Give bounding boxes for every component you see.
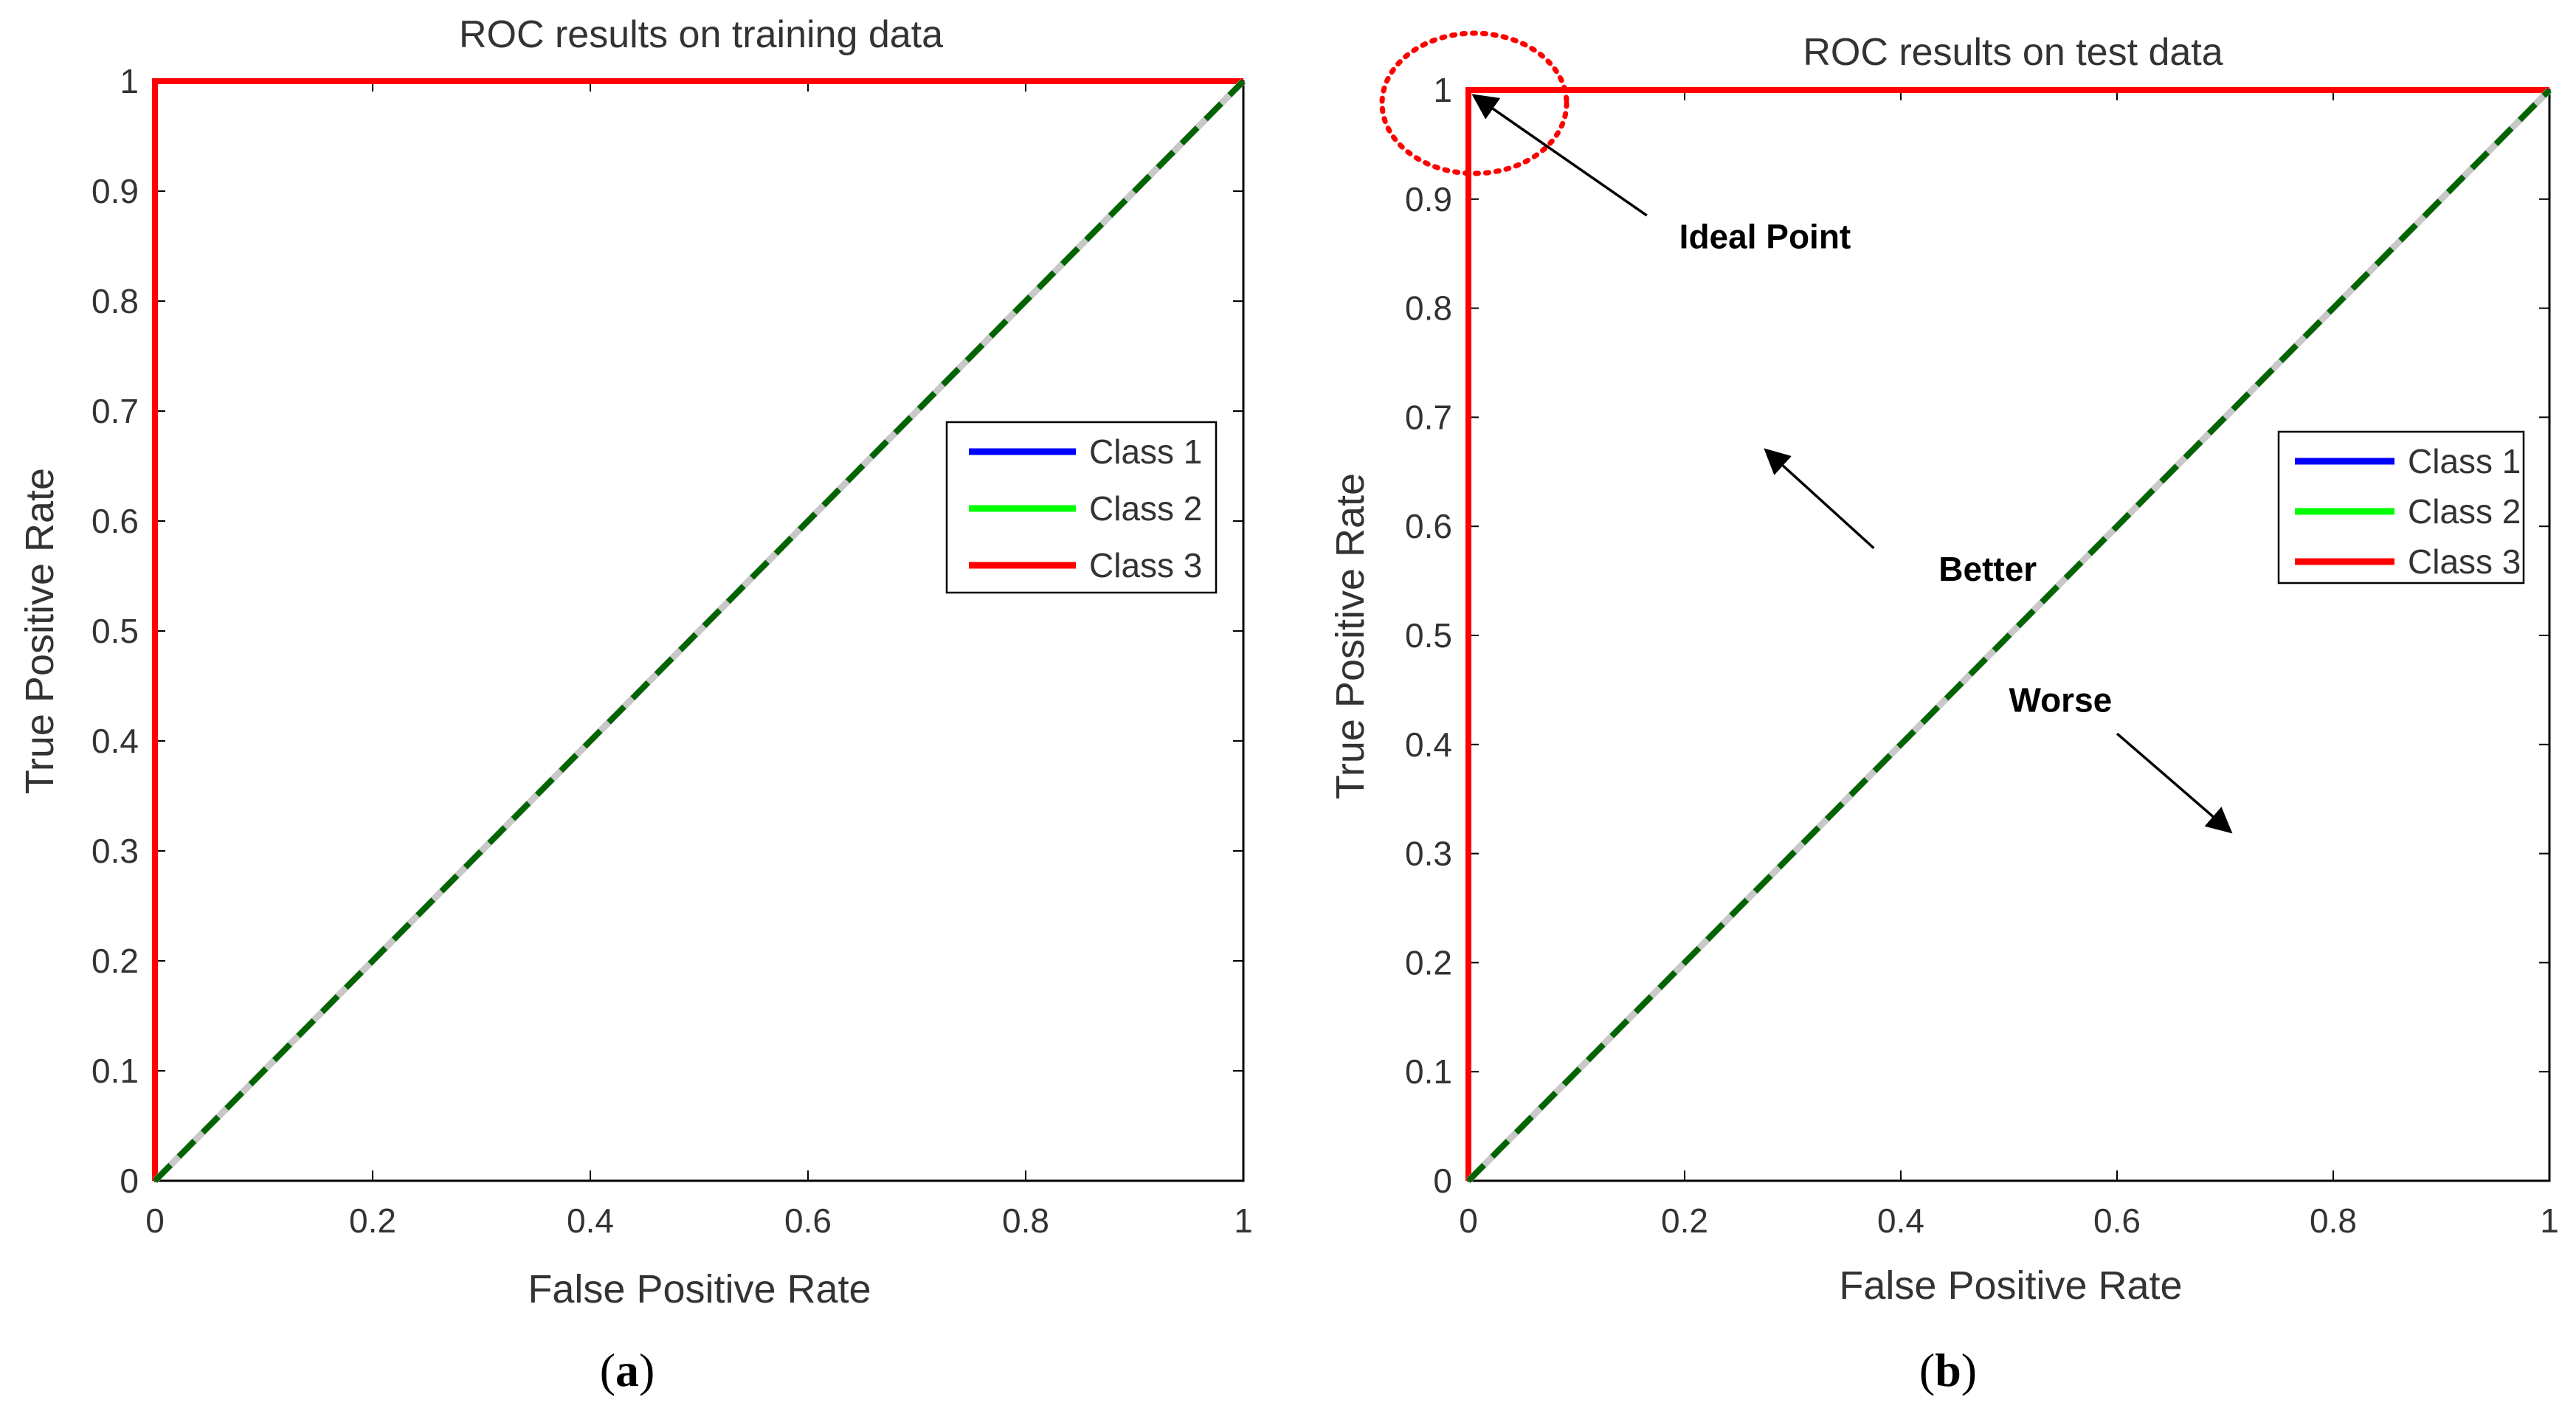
chart-panel-training: ROC results on training data 0 0.2 0.4 0.6 0… xyxy=(18,13,1253,1396)
y-tick-label: 0.4 xyxy=(91,722,139,760)
panel-label: (a) xyxy=(600,1344,655,1396)
axis-ticks: 0 0.2 0.4 0.6 0.8 1 0 0.1 0.2 0.3 0.4 0.5 0.6 0.7 0.8 0… xyxy=(91,62,1253,1240)
panel-label-letter: b xyxy=(1935,1344,1961,1396)
panel-label-open: ( xyxy=(600,1344,615,1396)
legend: Class 1 Class 2 Class 3 xyxy=(2277,430,2525,584)
x-tick-label: 0.8 xyxy=(2310,1201,2357,1240)
x-tick-label: 0.4 xyxy=(567,1201,614,1240)
roc-curves xyxy=(1465,87,2549,1181)
reference-line-dashes xyxy=(153,79,1246,1183)
legend-label: Class 1 xyxy=(1089,432,1202,471)
x-tick-label: 0.2 xyxy=(1661,1201,1708,1240)
y-tick-label: 1 xyxy=(120,62,139,100)
annotation-label: Better xyxy=(1938,550,2037,588)
y-tick-label: 0.3 xyxy=(91,832,139,870)
legend-label: Class 2 xyxy=(2408,492,2521,531)
x-tick-label: 1 xyxy=(1234,1201,1253,1240)
y-tick-label: 0.9 xyxy=(1405,180,1452,218)
annotation-arrow xyxy=(1764,448,1875,550)
roc-curve-class-3 xyxy=(1465,87,2549,1181)
y-tick-label: 0.6 xyxy=(1405,507,1452,545)
y-axis-label: True Positive Rate xyxy=(18,468,62,794)
y-tick-label: 0.5 xyxy=(1405,616,1452,655)
y-tick-label: 0.9 xyxy=(91,172,139,210)
reference-diagonal xyxy=(1465,87,2552,1184)
annotation-label: Worse xyxy=(2009,680,2113,719)
legend-box xyxy=(2277,430,2525,584)
annotation-arrow xyxy=(1471,94,1648,217)
x-axis-label: False Positive Rate xyxy=(528,1267,871,1311)
x-tick-label: 0.6 xyxy=(2093,1201,2141,1240)
x-tick-label: 0.6 xyxy=(784,1201,832,1240)
axis-ticks: 0 0.2 0.4 0.6 0.8 1 0 0.1 0.2 0.3 0.4 0.5 0.6 0.7 0.8 0… xyxy=(1405,71,2559,1240)
annotations: Ideal Point Better Worse xyxy=(1471,94,2233,834)
y-tick-label: 0.8 xyxy=(91,282,139,320)
y-tick-label: 0.7 xyxy=(1405,398,1452,436)
chart-panel-test: ROC results on test data 0 0.2 0.4 0.6 0.8 10… xyxy=(1328,30,2559,1396)
legend-label: Class 3 xyxy=(2408,542,2521,581)
chart-title: ROC results on training data xyxy=(459,13,943,56)
legend-label: Class 1 xyxy=(2408,442,2521,480)
y-tick-label: 0.6 xyxy=(91,502,139,540)
y-tick-label: 0.7 xyxy=(91,392,139,430)
y-tick-label: 0.2 xyxy=(1405,943,1452,982)
roc-curve-class-3 xyxy=(152,78,1243,1181)
legend: Class 1 Class 2 Class 3 xyxy=(945,421,1218,594)
panel-label-close: ) xyxy=(1961,1344,1977,1396)
chart-title: ROC results on test data xyxy=(1803,31,2223,74)
y-tick-label: 0.1 xyxy=(91,1052,139,1090)
y-tick-label: 0 xyxy=(120,1162,139,1200)
x-tick-label: 0.8 xyxy=(1002,1201,1049,1240)
y-tick-label: 0 xyxy=(1433,1162,1452,1200)
roc-curves xyxy=(152,78,1243,1181)
y-tick-label: 0.3 xyxy=(1405,835,1452,873)
reference-diagonal xyxy=(152,78,1246,1184)
x-tick-label: 0.4 xyxy=(1877,1201,1924,1240)
y-tick-label: 0.2 xyxy=(91,942,139,980)
y-axis-label: True Positive Rate xyxy=(1328,473,1372,799)
x-tick-label: 0.2 xyxy=(349,1201,396,1240)
y-tick-label: 0.5 xyxy=(91,612,139,650)
y-tick-label: 0.8 xyxy=(1405,289,1452,328)
reference-line-dashes xyxy=(1466,88,2552,1183)
annotation-label: Ideal Point xyxy=(1679,217,1851,255)
legend-label: Class 2 xyxy=(1089,489,1202,528)
annotation-arrow xyxy=(2116,732,2233,834)
panel-label-letter: a xyxy=(615,1344,639,1396)
x-tick-label: 0 xyxy=(1459,1201,1478,1240)
x-tick-label: 1 xyxy=(2540,1201,2559,1240)
x-axis-label: False Positive Rate xyxy=(1839,1263,2182,1308)
ideal-point-marker xyxy=(1379,30,1570,176)
legend-label: Class 3 xyxy=(1089,546,1202,584)
x-tick-label: 0 xyxy=(145,1201,165,1240)
y-tick-label: 0.1 xyxy=(1405,1052,1452,1091)
y-tick-label: 0.4 xyxy=(1405,725,1452,764)
panel-label-close: ) xyxy=(639,1344,655,1396)
panel-label-open: ( xyxy=(1919,1344,1935,1396)
panel-label: (b) xyxy=(1919,1344,1977,1396)
y-tick-label: 1 xyxy=(1433,71,1452,109)
